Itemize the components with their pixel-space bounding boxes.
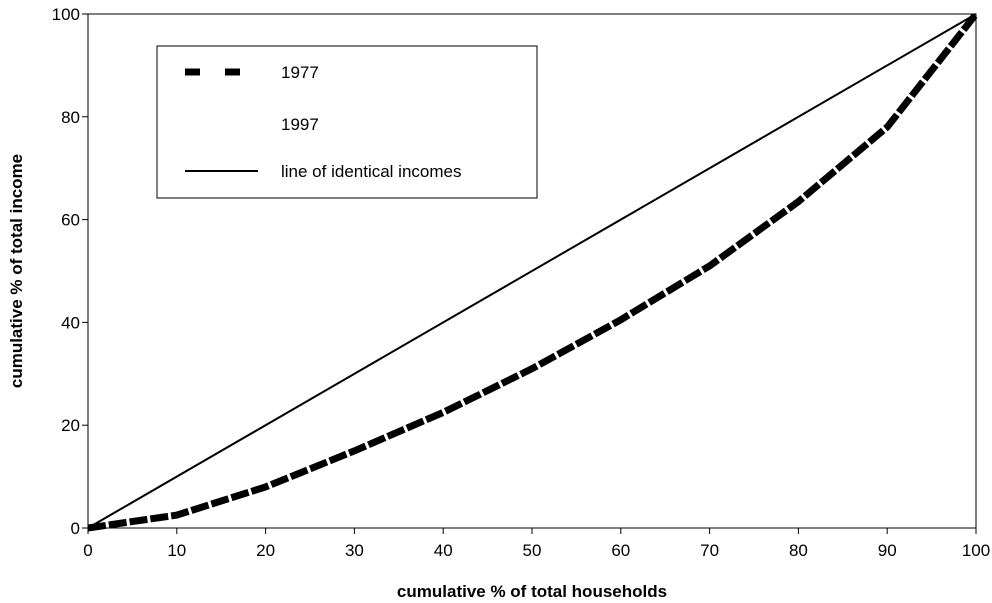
y-tick-label: 20 xyxy=(61,416,80,435)
x-tick-label: 80 xyxy=(789,541,808,560)
y-tick-labels: 0 20 40 60 80 100 xyxy=(52,5,80,538)
x-tick-label: 20 xyxy=(256,541,275,560)
x-tick-labels: 0 10 20 30 40 50 60 70 80 90 100 xyxy=(83,541,990,560)
y-axis-title: cumulative % of total income xyxy=(7,154,26,388)
legend-label-1977: 1977 xyxy=(281,63,319,82)
x-tick-label: 10 xyxy=(167,541,186,560)
series-line-line-of-identical-incomes xyxy=(87,13,977,529)
x-tick-label: 70 xyxy=(700,541,719,560)
y-tick-label: 60 xyxy=(61,211,80,230)
x-tick-label: 90 xyxy=(878,541,897,560)
x-axis-title: cumulative % of total households xyxy=(397,582,667,601)
series-line-1997 xyxy=(87,11,979,532)
series-line-1977 xyxy=(87,11,979,532)
x-tick-label: 50 xyxy=(523,541,542,560)
x-tick-label: 0 xyxy=(83,541,92,560)
legend: 1977 1997 line of identical incomes xyxy=(156,45,538,199)
legend-label-identical: line of identical incomes xyxy=(281,162,461,181)
legend-label-1997: 1997 xyxy=(281,115,319,134)
series-layer xyxy=(87,11,979,532)
x-tick-label: 40 xyxy=(434,541,453,560)
y-tick-label: 100 xyxy=(52,5,80,24)
y-tick-label: 40 xyxy=(61,313,80,332)
legend-box xyxy=(156,45,538,199)
x-tick-label: 60 xyxy=(611,541,630,560)
x-tick-label: 30 xyxy=(345,541,364,560)
y-tick-label: 80 xyxy=(61,108,80,127)
x-tick-label: 100 xyxy=(962,541,990,560)
y-tick-label: 0 xyxy=(71,519,80,538)
axis-ticks xyxy=(82,13,977,534)
